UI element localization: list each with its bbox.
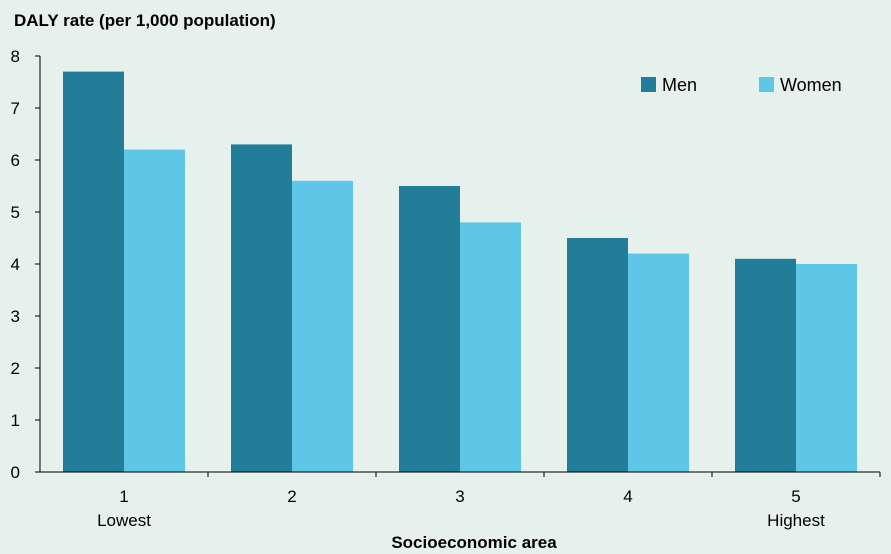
legend-label-men: Men: [662, 75, 697, 95]
legend-swatch-women: [759, 77, 774, 92]
x-axis-title: Socioeconomic area: [391, 533, 557, 552]
y-tick-label: 4: [11, 255, 20, 274]
y-tick-label: 3: [11, 307, 20, 326]
x-tick-sublabel: Highest: [767, 511, 825, 530]
bar-men-4: [567, 238, 628, 472]
bar-women-5: [796, 264, 857, 472]
y-tick-label: 7: [11, 99, 20, 118]
x-tick-label: 1: [119, 487, 128, 506]
legend-swatch-men: [641, 77, 656, 92]
x-tick-label: 5: [791, 487, 800, 506]
x-tick-label: 3: [455, 487, 464, 506]
bar-women-4: [628, 253, 689, 472]
bar-women-3: [460, 222, 521, 472]
y-tick-label: 1: [11, 411, 20, 430]
bars: [63, 71, 857, 473]
x-axis-ticks: 1 Lowest 2 3 4 5 Highest: [97, 472, 881, 530]
bar-women-1: [124, 149, 185, 472]
y-tick-label: 0: [11, 463, 20, 482]
legend: Men Women: [641, 75, 842, 95]
y-axis-ticks: 0 1 2 3 4 5 6 7 8: [11, 47, 40, 482]
x-tick-sublabel: Lowest: [97, 511, 151, 530]
x-tick-label: 2: [287, 487, 296, 506]
y-tick-label: 8: [11, 47, 20, 66]
y-tick-label: 2: [11, 359, 20, 378]
bar-men-1: [63, 71, 124, 472]
bar-men-5: [735, 258, 796, 472]
x-tick-label: 4: [623, 487, 632, 506]
y-tick-label: 5: [11, 203, 20, 222]
bar-men-3: [399, 186, 460, 472]
bar-men-2: [231, 144, 292, 472]
y-tick-label: 6: [11, 151, 20, 170]
bar-women-2: [292, 180, 353, 473]
legend-label-women: Women: [780, 75, 842, 95]
y-axis-title: DALY rate (per 1,000 population): [14, 11, 276, 30]
